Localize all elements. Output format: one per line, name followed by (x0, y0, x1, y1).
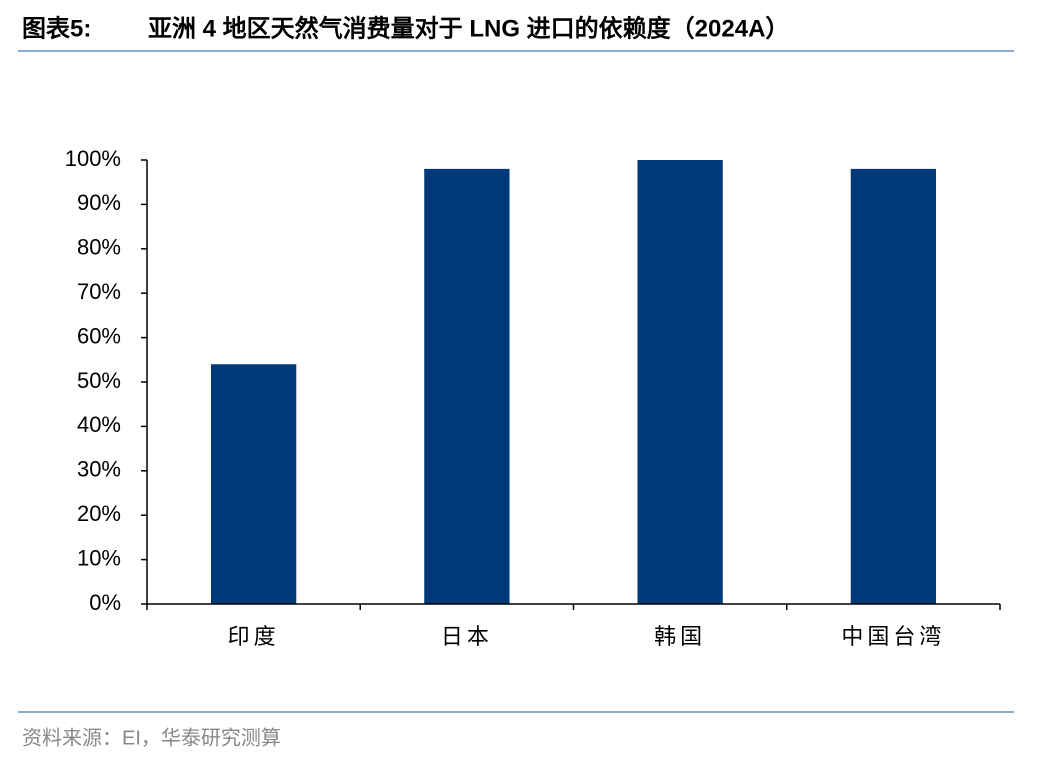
chart-title: 亚洲 4 地区天然气消费量对于 LNG 进口的依赖度（2024A） (148, 14, 789, 42)
y-tick-label: 100% (65, 146, 121, 171)
y-tick-label: 60% (77, 323, 121, 348)
x-tick-label: 中国台湾 (841, 624, 945, 649)
y-tick-label: 0% (89, 590, 121, 615)
y-tick-label: 40% (77, 412, 121, 437)
y-tick-label: 90% (77, 190, 121, 215)
source-note: 资料来源：EI，华泰研究测算 (22, 726, 281, 749)
y-tick-label: 10% (77, 545, 121, 570)
y-tick-label: 50% (77, 368, 121, 393)
bar (424, 168, 510, 604)
x-tick-label: 日本 (441, 624, 493, 649)
y-tick-label: 70% (77, 279, 121, 304)
x-tick-label: 韩国 (654, 624, 706, 649)
y-tick-label: 20% (77, 501, 121, 526)
bar (637, 160, 723, 604)
bar (210, 364, 297, 604)
bar (850, 168, 937, 604)
y-tick-label: 30% (77, 457, 121, 482)
x-tick-label: 印度 (228, 624, 280, 649)
figure-label: 图表5: (22, 15, 91, 42)
y-tick-label: 80% (77, 235, 121, 260)
